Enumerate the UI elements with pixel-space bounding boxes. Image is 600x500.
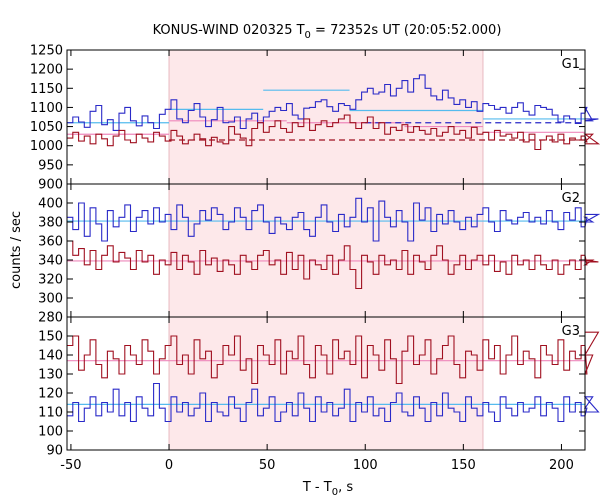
y-tick-label: 1250 bbox=[30, 44, 63, 59]
y-tick-label: 900 bbox=[38, 178, 63, 193]
y-tick-label: 120 bbox=[38, 387, 63, 402]
y-tick-label: 950 bbox=[38, 158, 63, 173]
panel-label: G1 bbox=[562, 57, 580, 72]
series-2-step-line bbox=[67, 114, 600, 151]
panel-label: G2 bbox=[562, 191, 580, 206]
y-tick-label: 130 bbox=[38, 368, 63, 383]
panel-label: G3 bbox=[562, 324, 580, 339]
x-axis-label: T - T0, s bbox=[302, 480, 353, 498]
y-tick-label: 150 bbox=[38, 330, 63, 345]
y-tick-label: 1200 bbox=[30, 63, 63, 78]
y-tick-label: 110 bbox=[38, 406, 63, 421]
x-tick-label: 100 bbox=[353, 458, 378, 473]
x-axis-label-rest: , s bbox=[338, 480, 353, 495]
y-tick-label: 380 bbox=[38, 216, 63, 231]
y-tick-label: 300 bbox=[38, 292, 63, 307]
y-tick-label: 360 bbox=[38, 235, 63, 250]
y-tick-label: 1000 bbox=[30, 139, 63, 154]
y-tick-label: 280 bbox=[38, 311, 63, 326]
y-tick-label: 90 bbox=[46, 444, 63, 459]
y-tick-label: 1100 bbox=[30, 101, 63, 116]
chart-title: KONUS-WIND 020325 T0 = 72352s UT (20:05:… bbox=[153, 23, 502, 41]
y-tick-label: 1050 bbox=[30, 120, 63, 135]
x-tick-label: 150 bbox=[451, 458, 476, 473]
y-axis-label: counts / sec bbox=[9, 211, 24, 289]
shaded-interval bbox=[169, 184, 483, 317]
y-tick-label: 400 bbox=[38, 197, 63, 212]
y-tick-label: 140 bbox=[38, 349, 63, 364]
series-1-step-line bbox=[67, 74, 599, 131]
panels-group: 900950100010501100115012001250G128030032… bbox=[30, 44, 600, 473]
panel-frame bbox=[66, 316, 586, 451]
y-tick-label: 320 bbox=[38, 273, 63, 288]
x-tick-label: 0 bbox=[165, 458, 173, 473]
chart-title-rest: = 72352s UT (20:05:52.000) bbox=[311, 23, 501, 38]
series-2-step-line bbox=[67, 240, 599, 290]
panel-g1: 900 950 1000 1050 1100 1150 1200 1250 G1 bbox=[30, 44, 600, 193]
y-tick-label: 1150 bbox=[30, 82, 63, 97]
y-tick-label: 340 bbox=[38, 254, 63, 269]
shaded-interval bbox=[169, 50, 483, 184]
series-1-step-line bbox=[67, 331, 600, 385]
shaded-interval bbox=[169, 317, 483, 450]
x-tick-label: 200 bbox=[549, 458, 574, 473]
x-tick-label: 50 bbox=[259, 458, 276, 473]
chart-title-main: KONUS-WIND 020325 T bbox=[153, 23, 305, 38]
panel-g2: 280 300 320 340 360 380 400 G2 bbox=[38, 183, 600, 326]
x-axis-label-main: T - T bbox=[302, 480, 332, 495]
y-tick-label: 100 bbox=[38, 425, 63, 440]
panel-g3: 90 100 110 120 130 140 150 -50 0 50 100 150 200 G3 bbox=[38, 316, 600, 473]
x-tick-label: -50 bbox=[60, 458, 81, 473]
series-1-step-line bbox=[67, 197, 600, 242]
x-axis-label-subscript: 0 bbox=[332, 487, 338, 498]
series-2-step-line bbox=[67, 382, 600, 423]
chart-title-subscript: 0 bbox=[305, 30, 311, 41]
